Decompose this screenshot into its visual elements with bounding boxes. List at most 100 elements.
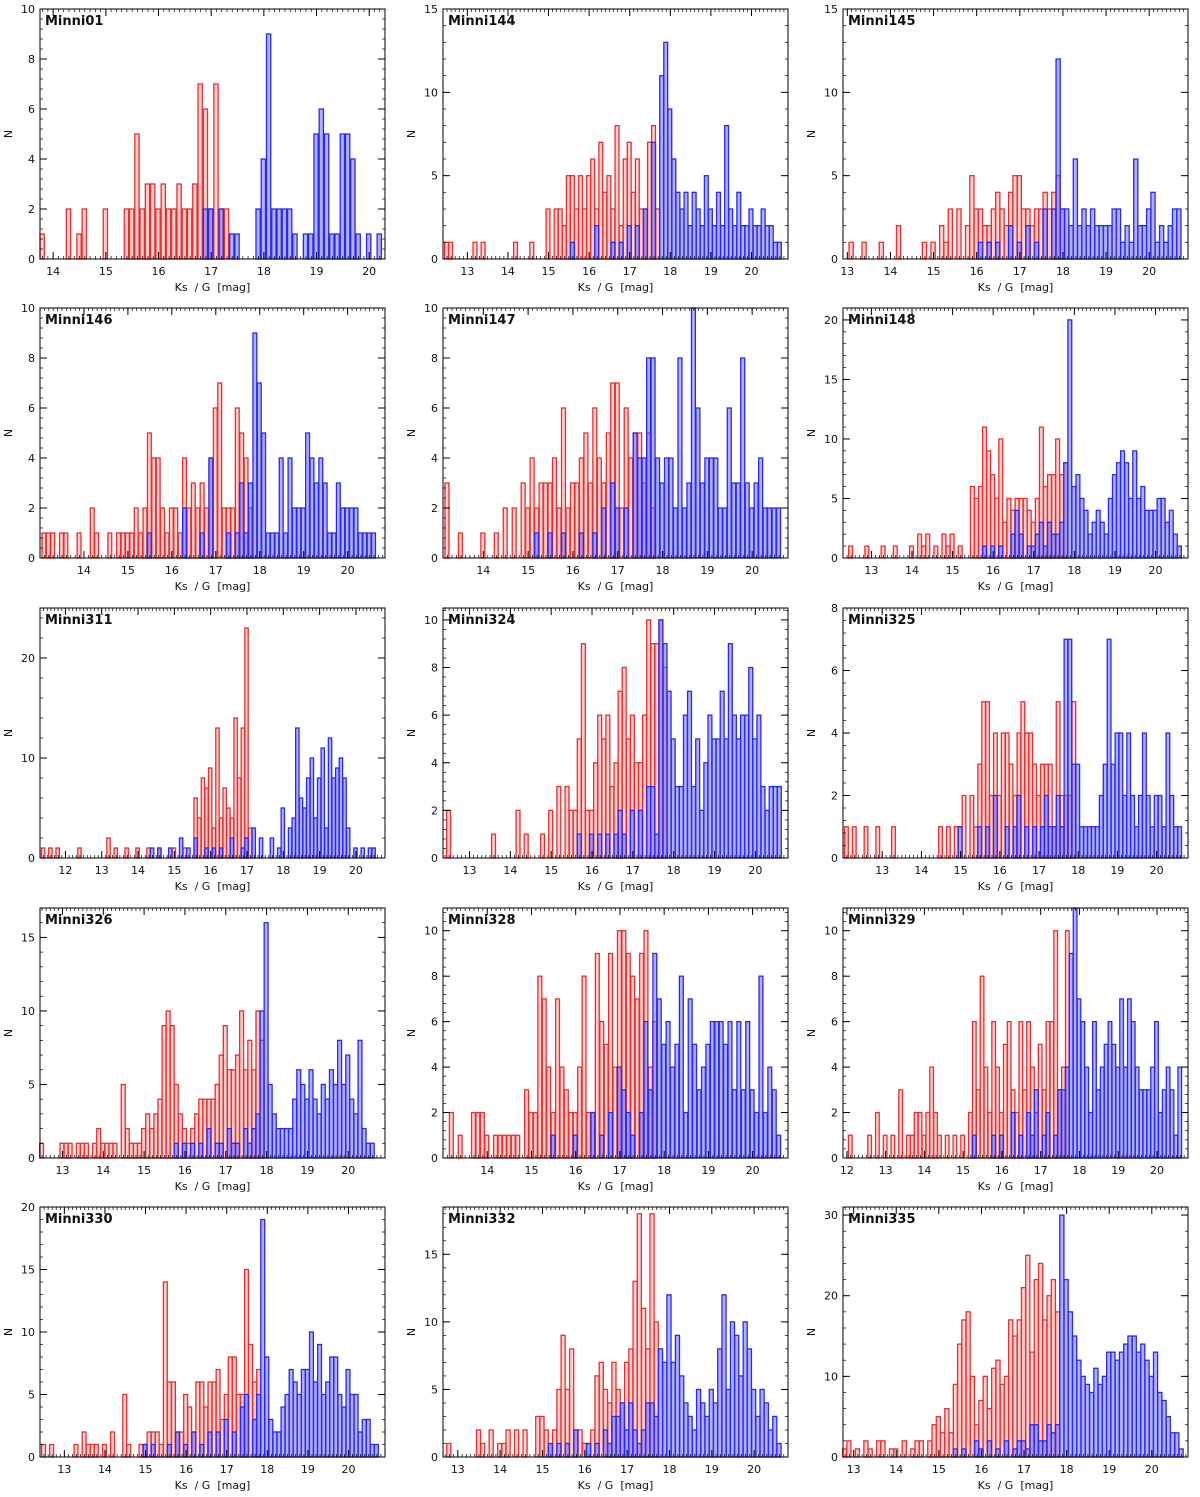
x-tick-label: 19 [700, 564, 714, 577]
bar-ks [170, 1381, 177, 1458]
bar-ks [227, 1356, 233, 1458]
x-axis-title: Ks / G [mag] [978, 880, 1054, 893]
bar-ks [133, 507, 139, 559]
bar-g [640, 1429, 647, 1458]
y-tick-label: 15 [824, 3, 838, 16]
bar-g [760, 785, 766, 859]
bar-g [276, 208, 282, 260]
histogram-svg: 13 14 15 16 17 18 19 20 0 5 10 15 Ks / G [mag] N Minni… [2, 907, 386, 1193]
bar-g [296, 507, 302, 559]
bar-g [174, 1431, 181, 1458]
x-tick-label: 18 [253, 564, 267, 577]
bar-g [623, 1429, 630, 1458]
bar-g [1152, 1351, 1159, 1458]
bar-g [1134, 826, 1140, 859]
bar-g [1055, 794, 1061, 859]
bar-g [1122, 1066, 1128, 1159]
bar-ks [63, 532, 69, 559]
bar-g [296, 1069, 302, 1159]
x-tick-label: 17 [613, 1164, 627, 1177]
plot-frame [442, 307, 789, 559]
histogram-svg: 14 15 16 17 18 19 20 0 2 4 6 8 10 Ks / G [mag] N Minni1… [405, 302, 789, 593]
bar-g [1101, 1375, 1108, 1458]
bar-g [772, 1415, 778, 1458]
bar-ks [510, 1134, 516, 1159]
y-tick-label: 2 [431, 804, 438, 817]
bar-g [610, 482, 616, 559]
bar-g [727, 1020, 733, 1159]
bar-g [1105, 1351, 1112, 1458]
bar-ks [634, 998, 640, 1159]
bar-g [617, 809, 623, 859]
bar-g [709, 1020, 715, 1159]
x-tick-label: 20 [1150, 1164, 1164, 1177]
bar-ks [1012, 175, 1018, 260]
bar-g [344, 133, 351, 260]
bar-g [618, 241, 624, 260]
x-tick-label: 15 [954, 864, 968, 877]
bar-g [1033, 1089, 1039, 1159]
bar-g [284, 1393, 290, 1458]
y-tick-label: 10 [21, 1326, 35, 1339]
bar-g [605, 833, 611, 859]
bar-g [341, 1406, 347, 1458]
bar-ks [200, 777, 206, 859]
bar-ks [990, 1367, 997, 1458]
bar-g [318, 457, 324, 559]
bar-g [1086, 826, 1092, 859]
x-tick-label: 19 [1102, 1463, 1116, 1476]
bar-ks [505, 1429, 511, 1458]
bar-g [1026, 1111, 1032, 1159]
bar-g [757, 457, 764, 559]
x-axis-title: Ks / G [mag] [578, 1479, 654, 1492]
bar-g [1012, 1448, 1018, 1458]
bar-ks [164, 532, 170, 559]
x-tick-label: 17 [209, 564, 223, 577]
bar-ks [207, 767, 213, 859]
bar-ks [128, 1142, 134, 1159]
bar-g [556, 1442, 562, 1458]
bar-g [1014, 509, 1020, 559]
bar-g [1067, 319, 1073, 559]
bar-g [547, 1442, 554, 1458]
bar-g [670, 738, 676, 859]
bar-ks [612, 1066, 618, 1159]
bar-ks [848, 241, 854, 260]
bar-g [300, 1368, 306, 1458]
x-tick-label: 20 [349, 864, 363, 877]
panel-title: Minni324 [448, 613, 516, 628]
bar-ks [949, 533, 955, 559]
bar-g [1033, 1424, 1040, 1458]
bar-ks [981, 701, 987, 859]
bar-g [1046, 521, 1053, 559]
bar-ks [590, 1429, 596, 1458]
bar-g [763, 1402, 770, 1458]
bar-g [727, 643, 733, 859]
bar-g [669, 1066, 676, 1159]
y-tick-label: 30 [824, 1209, 838, 1222]
histogram-svg: 12 13 14 15 16 17 18 19 20 0 2 4 6 8 10 Ks / G [mag] N Mi… [805, 907, 1189, 1193]
histogram-panel-minni145: 13 14 15 16 17 18 19 20 0 5 10 15 Ks / G [mag] N Minni… [803, 0, 1200, 299]
bar-g [202, 208, 209, 260]
bar-ks [948, 1432, 954, 1458]
bar-ks [182, 847, 188, 859]
bar-ks [854, 1448, 861, 1458]
bar-g [717, 1348, 723, 1458]
bar-g [732, 225, 738, 260]
bar-ks [49, 1443, 55, 1458]
bar-g [776, 1134, 782, 1159]
bar-g [753, 482, 759, 559]
histogram-panel-minni01: 14 15 16 17 18 19 20 0 2 4 6 8 10 Ks / G [mag] N Minni0… [0, 0, 400, 299]
bar-ks [448, 241, 454, 260]
bar-g [298, 797, 304, 859]
bar-g [345, 1368, 351, 1458]
bar-g [1154, 241, 1161, 260]
bar-g [1071, 763, 1077, 859]
bar-g [662, 643, 668, 859]
bar-g [1098, 794, 1104, 859]
bar-ks [211, 1381, 217, 1458]
bar-g [193, 837, 198, 859]
bar-ks [196, 817, 202, 859]
bar-g [625, 1111, 631, 1159]
bar-ks [155, 457, 161, 559]
